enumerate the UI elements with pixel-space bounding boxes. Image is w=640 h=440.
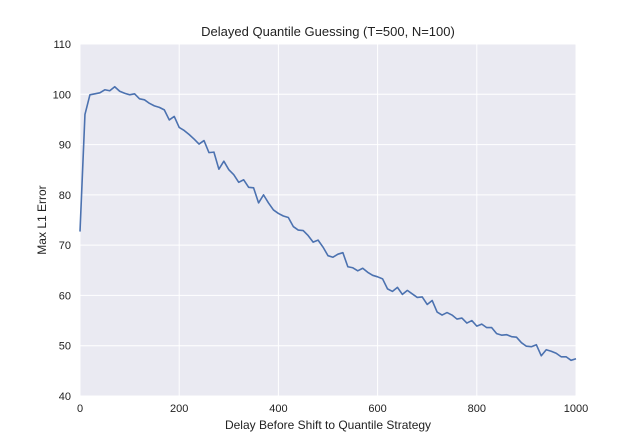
x-axis-label: Delay Before Shift to Quantile Strategy (225, 418, 431, 432)
y-tick-label: 60 (59, 290, 71, 302)
y-tick-label: 100 (53, 89, 71, 101)
plot-background (80, 44, 576, 396)
y-tick-label: 70 (59, 240, 71, 252)
x-tick-label: 400 (269, 403, 287, 415)
y-tick-label: 40 (59, 391, 71, 403)
series (79, 85, 577, 362)
x-tick-label: 600 (368, 403, 386, 415)
y-tick-label: 110 (53, 39, 71, 51)
y-axis-label: Max L1 Error (35, 185, 49, 254)
x-tick-label: 800 (468, 403, 486, 415)
x-tick-label: 0 (77, 403, 83, 415)
y-tick-label: 90 (59, 140, 71, 152)
y-tick-label: 80 (59, 190, 71, 202)
x-tick-label: 200 (170, 403, 188, 415)
y-tick-label: 50 (59, 341, 71, 353)
chart-title: Delayed Quantile Guessing (T=500, N=100) (201, 24, 455, 39)
series-line (79, 85, 577, 362)
grid (79, 43, 577, 397)
x-tick-label: 1000 (564, 403, 588, 415)
tick-labels: 0 200 400 600 800 1000 40 50 60 70 80 90 100 110 (53, 39, 589, 415)
